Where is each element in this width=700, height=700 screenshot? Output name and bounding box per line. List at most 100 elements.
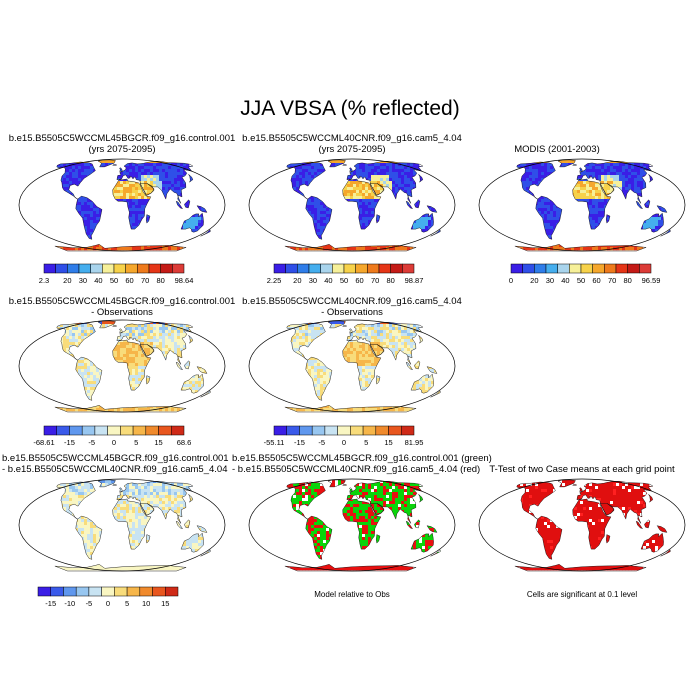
coastline-arabia [140, 183, 155, 196]
coastline-iceland [341, 325, 347, 327]
coastline-arabia [370, 344, 385, 357]
colorbar-tick-label: 80 [623, 276, 631, 285]
map-boundary [18, 319, 226, 413]
coastline-greenland [97, 479, 116, 488]
map-boundary [248, 158, 456, 252]
colorbar-tick-label: 60 [125, 276, 133, 285]
coastline-madagascar [375, 534, 381, 544]
coastline-greenland [97, 320, 116, 329]
colorbar-tick-label: 15 [161, 599, 169, 608]
coastline-sumatra [405, 361, 414, 371]
coastline-japan [418, 335, 424, 344]
colorbar-tick-label: 98.87 [405, 276, 424, 285]
colorbar-swatch [43, 425, 57, 436]
coastline-borneo [414, 360, 421, 370]
coastline-iceland [341, 484, 347, 486]
panel-6-title: b.e15.B5505C5WCCML45BGCR.f09_g16.control… [2, 453, 229, 464]
coastline-nz [200, 549, 211, 557]
colorbar-tick-label: -55.11 [264, 438, 285, 447]
colorbar-swatch [378, 263, 391, 274]
coastline-uk [119, 167, 123, 172]
colorbar-swatch [67, 263, 80, 274]
panel-1-title: b.e15.B5505C5WCCML45BGCR.f09_g16.control… [8, 133, 236, 144]
coastline-samerica [305, 356, 333, 401]
colorbar-swatch [350, 425, 364, 436]
land-field [54, 321, 211, 412]
coastline-samerica [75, 515, 103, 560]
coastline-namerica [286, 481, 326, 520]
colorbar-swatch [375, 425, 389, 436]
panel-5-title: b.e15.B5505C5WCCML40CNR.f09_g16.cam5_4.0… [242, 296, 462, 307]
coastline-australia [180, 212, 204, 233]
coastline-samerica [305, 515, 333, 560]
coastline-namerica [286, 161, 326, 200]
colorbar-tick-label: 20 [63, 276, 71, 285]
colorbar-tick-label: 15 [154, 438, 162, 447]
colorbar-swatch [107, 425, 121, 436]
coastline-africa [112, 339, 152, 391]
map-boundary [478, 478, 686, 572]
coastline-namerica [516, 481, 556, 520]
coastline-nz [660, 229, 671, 237]
map-boundary [18, 478, 226, 572]
colorbar-swatch [604, 263, 617, 274]
coastline-iceland [111, 325, 117, 327]
colorbar-swatch [592, 263, 605, 274]
coastline-africa [112, 178, 152, 230]
coastline-antarctica [54, 405, 187, 413]
colorbar-swatch [102, 263, 115, 274]
colorbar-swatch [165, 586, 179, 597]
colorbar-swatch [78, 263, 91, 274]
colorbar-swatch [308, 263, 321, 274]
coastline-arabia [600, 183, 615, 196]
colorbar-tick-label: 80 [156, 276, 164, 285]
colorbar-swatch [145, 425, 159, 436]
colorbar-tick-label: 68.6 [177, 438, 192, 447]
colorbar-swatch [273, 263, 286, 274]
colorbar-swatch [545, 263, 558, 274]
colorbar-swatch [43, 263, 56, 274]
land-field [284, 480, 441, 571]
coastline-madagascar [145, 214, 151, 224]
colorbar-swatch [320, 263, 333, 274]
coastline-japan [648, 174, 654, 183]
colorbar-swatch [90, 263, 103, 274]
coastline-iceland [111, 164, 117, 166]
colorbar-tick-label: 0 [112, 438, 116, 447]
coastline-japan [418, 174, 424, 183]
coastline-newguinea [196, 366, 208, 374]
map-boundary [18, 158, 226, 252]
coastline-namerica [286, 322, 326, 361]
map-boundary [248, 478, 456, 572]
coastline-uk [349, 328, 353, 333]
coastline-eurasia [116, 160, 194, 204]
colorbar-tick-label: -15 [45, 599, 56, 608]
colorbar-swatch [152, 586, 166, 597]
colorbar-tick-label: 2.25 [267, 276, 282, 285]
coastline-sumatra [635, 200, 644, 210]
map-panel-4 [18, 319, 226, 413]
colorbar-swatch [158, 425, 172, 436]
colorbar-swatch [639, 263, 652, 274]
colorbar-tick-label: 80 [386, 276, 394, 285]
colorbar-tick-label: 50 [577, 276, 585, 285]
colorbar-swatch [56, 425, 70, 436]
colorbar-swatch [132, 425, 147, 436]
colorbar-tick-label: 40 [94, 276, 102, 285]
coastline-uk [119, 328, 123, 333]
colorbar-panel-3: 0 20 30 40 50 60 70 80 96.59 [509, 263, 660, 285]
coastline-antarctica [284, 564, 417, 572]
coastline-australia [640, 532, 664, 553]
panel-8-title: T-Test of two Case means at each grid po… [489, 464, 675, 475]
coastline-iceland [571, 164, 577, 166]
colorbar-tick-label: 15 [384, 438, 392, 447]
colorbar-tick-label: 50 [110, 276, 118, 285]
coastline-japan [648, 494, 654, 503]
coastline-borneo [414, 519, 421, 529]
colorbar-swatch [627, 263, 640, 274]
colorbar-swatch [113, 263, 126, 274]
coastline-madagascar [145, 375, 151, 385]
colorbar-swatch [362, 425, 377, 436]
colorbar-swatch [114, 586, 128, 597]
coastline-eurasia [116, 480, 194, 524]
